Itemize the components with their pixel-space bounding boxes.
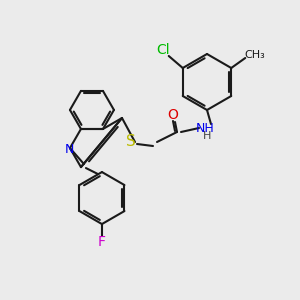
Text: F: F [98,235,106,249]
Text: CH₃: CH₃ [245,50,266,60]
Text: S: S [126,134,136,149]
Text: N: N [64,142,74,156]
Text: NH: NH [196,122,214,134]
Text: O: O [168,108,178,122]
Text: H: H [203,131,211,141]
Text: Cl: Cl [156,43,169,57]
